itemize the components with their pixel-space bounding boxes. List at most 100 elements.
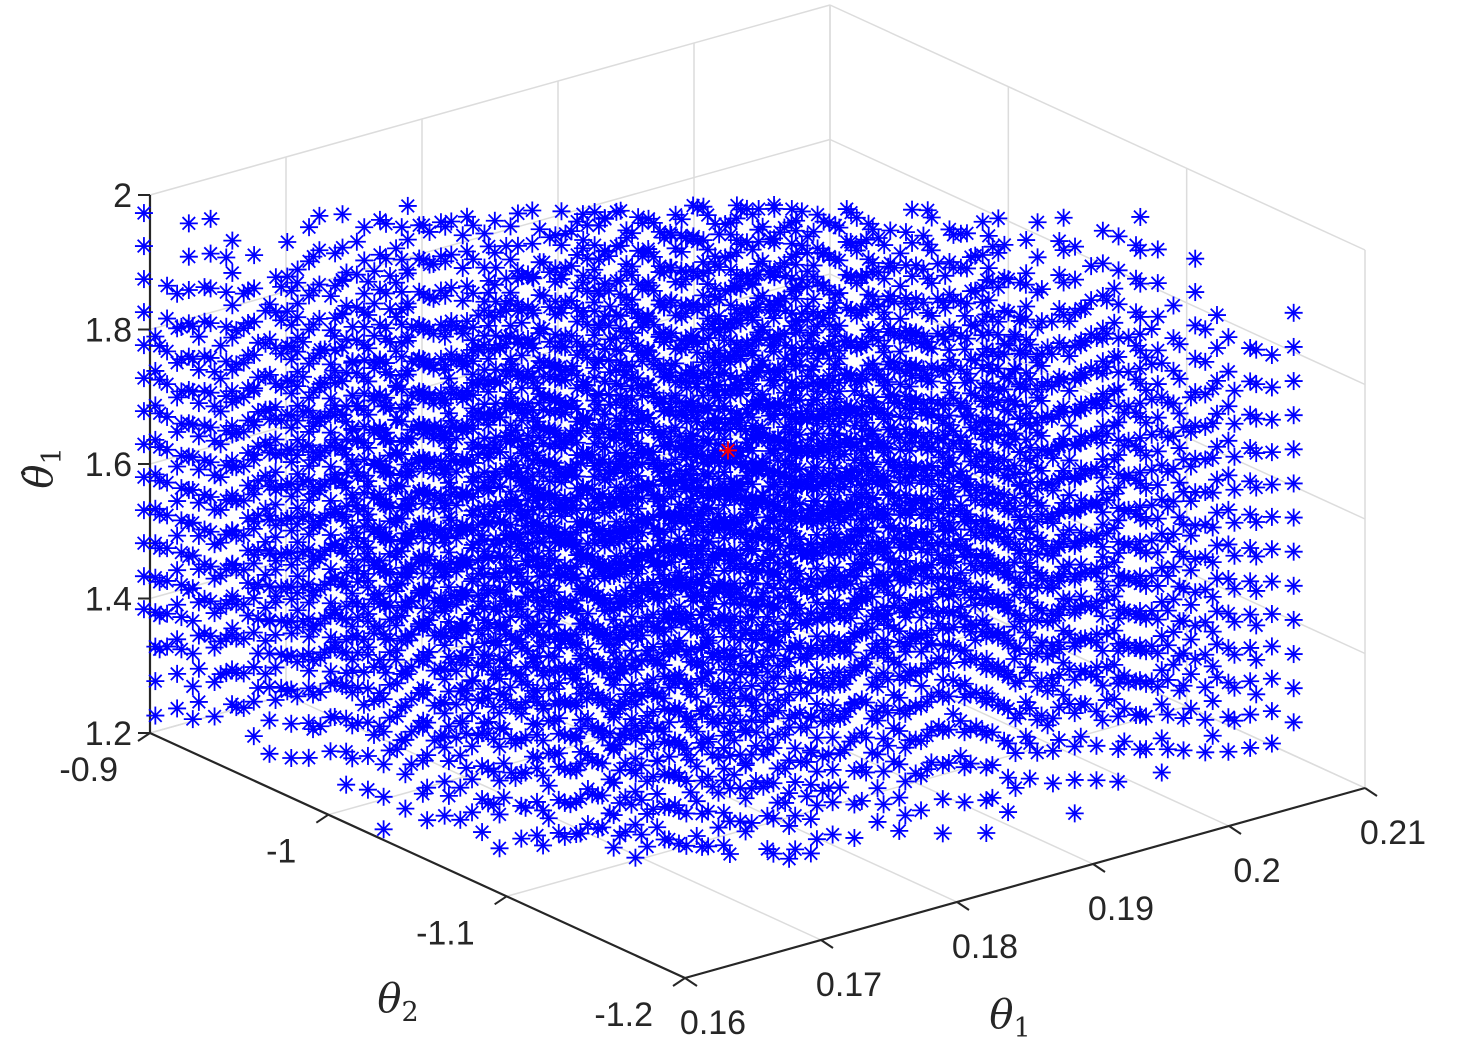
data-point: [979, 420, 998, 439]
data-point: [662, 487, 681, 506]
data-point: [716, 515, 735, 534]
data-point: [638, 714, 657, 733]
data-point: [1186, 649, 1205, 668]
data-point: [776, 759, 795, 778]
data-point: [150, 640, 169, 659]
data-point: [654, 609, 673, 628]
data-point: [753, 252, 772, 271]
data-point: [694, 498, 713, 517]
data-point: [1186, 449, 1205, 468]
data-point: [804, 492, 823, 511]
data-point: [1284, 474, 1303, 493]
data-point: [875, 572, 894, 591]
data-point: [979, 388, 998, 407]
data-point: [589, 659, 608, 678]
data-point: [463, 672, 482, 691]
data-point: [957, 470, 976, 489]
data-point: [979, 355, 998, 374]
data-point: [475, 326, 494, 345]
data-point: [907, 624, 926, 643]
data-point: [826, 285, 845, 304]
data-point: [940, 578, 959, 597]
data-point: [1186, 283, 1205, 302]
data-point: [881, 221, 900, 240]
data-point: [826, 528, 845, 547]
data-point: [354, 695, 373, 714]
data-point: [1170, 681, 1189, 700]
data-point: [906, 696, 925, 715]
data-point: [835, 702, 854, 721]
data-point: [903, 433, 922, 452]
data-point: [912, 676, 931, 695]
data-point: [995, 367, 1014, 386]
data-point: [348, 678, 367, 697]
data-point: [1225, 480, 1244, 499]
data-point: [670, 767, 689, 786]
data-point: [1109, 772, 1128, 791]
data-point: [479, 679, 498, 698]
data-point: [626, 848, 645, 867]
data-point: [1225, 414, 1244, 433]
data-point: [808, 610, 827, 629]
data-point: [1207, 338, 1226, 357]
data-point: [484, 762, 503, 781]
data-point: [633, 626, 652, 645]
data-point: [376, 663, 395, 682]
data-point: [1203, 553, 1222, 572]
data-point: [304, 720, 323, 739]
data-point: [951, 747, 970, 766]
data-point: [940, 481, 959, 500]
data-point: [1284, 508, 1303, 527]
data-point: [1105, 382, 1124, 401]
data-point: [1207, 635, 1226, 654]
data-point: [995, 598, 1014, 617]
y-tick: [672, 977, 686, 987]
data-point: [1262, 540, 1281, 559]
data-point: [453, 291, 472, 310]
data-point: [249, 679, 268, 698]
data-point: [790, 703, 809, 722]
data-point: [867, 702, 886, 721]
data-point: [863, 287, 882, 306]
data-point: [775, 502, 794, 521]
data-point: [852, 579, 871, 598]
data-point: [211, 336, 230, 355]
data-point: [912, 801, 931, 820]
data-point: [804, 357, 823, 376]
data-point: [260, 744, 279, 763]
data-point: [989, 657, 1008, 676]
data-point: [172, 608, 191, 627]
data-point: [881, 516, 900, 535]
data-point: [662, 618, 681, 637]
data-point: [1032, 280, 1051, 299]
data-point: [933, 824, 952, 843]
data-point: [561, 795, 580, 814]
data-point: [1262, 346, 1281, 365]
data-point: [420, 547, 439, 566]
data-point: [418, 811, 437, 830]
data-point: [709, 783, 728, 802]
data-point: [660, 747, 679, 766]
data-point: [540, 576, 559, 595]
data-point: [1170, 646, 1189, 665]
data-point: [595, 602, 614, 621]
data-point: [826, 355, 845, 374]
data-point: [890, 755, 909, 774]
data-point: [1148, 442, 1167, 461]
data-point: [648, 818, 667, 837]
data-point: [1203, 483, 1222, 502]
data-point: [881, 254, 900, 273]
data-point: [1065, 770, 1084, 789]
data-point: [826, 459, 845, 478]
data-point: [172, 317, 191, 336]
data-point: [754, 777, 773, 796]
data-point: [479, 646, 498, 665]
data-point: [1196, 678, 1215, 697]
data-point: [918, 406, 937, 425]
data-point: [928, 569, 947, 588]
data-point: [518, 620, 537, 639]
data-point: [749, 597, 768, 616]
data-point: [863, 620, 882, 639]
data-point: [1247, 547, 1266, 566]
data-point: [940, 318, 959, 337]
